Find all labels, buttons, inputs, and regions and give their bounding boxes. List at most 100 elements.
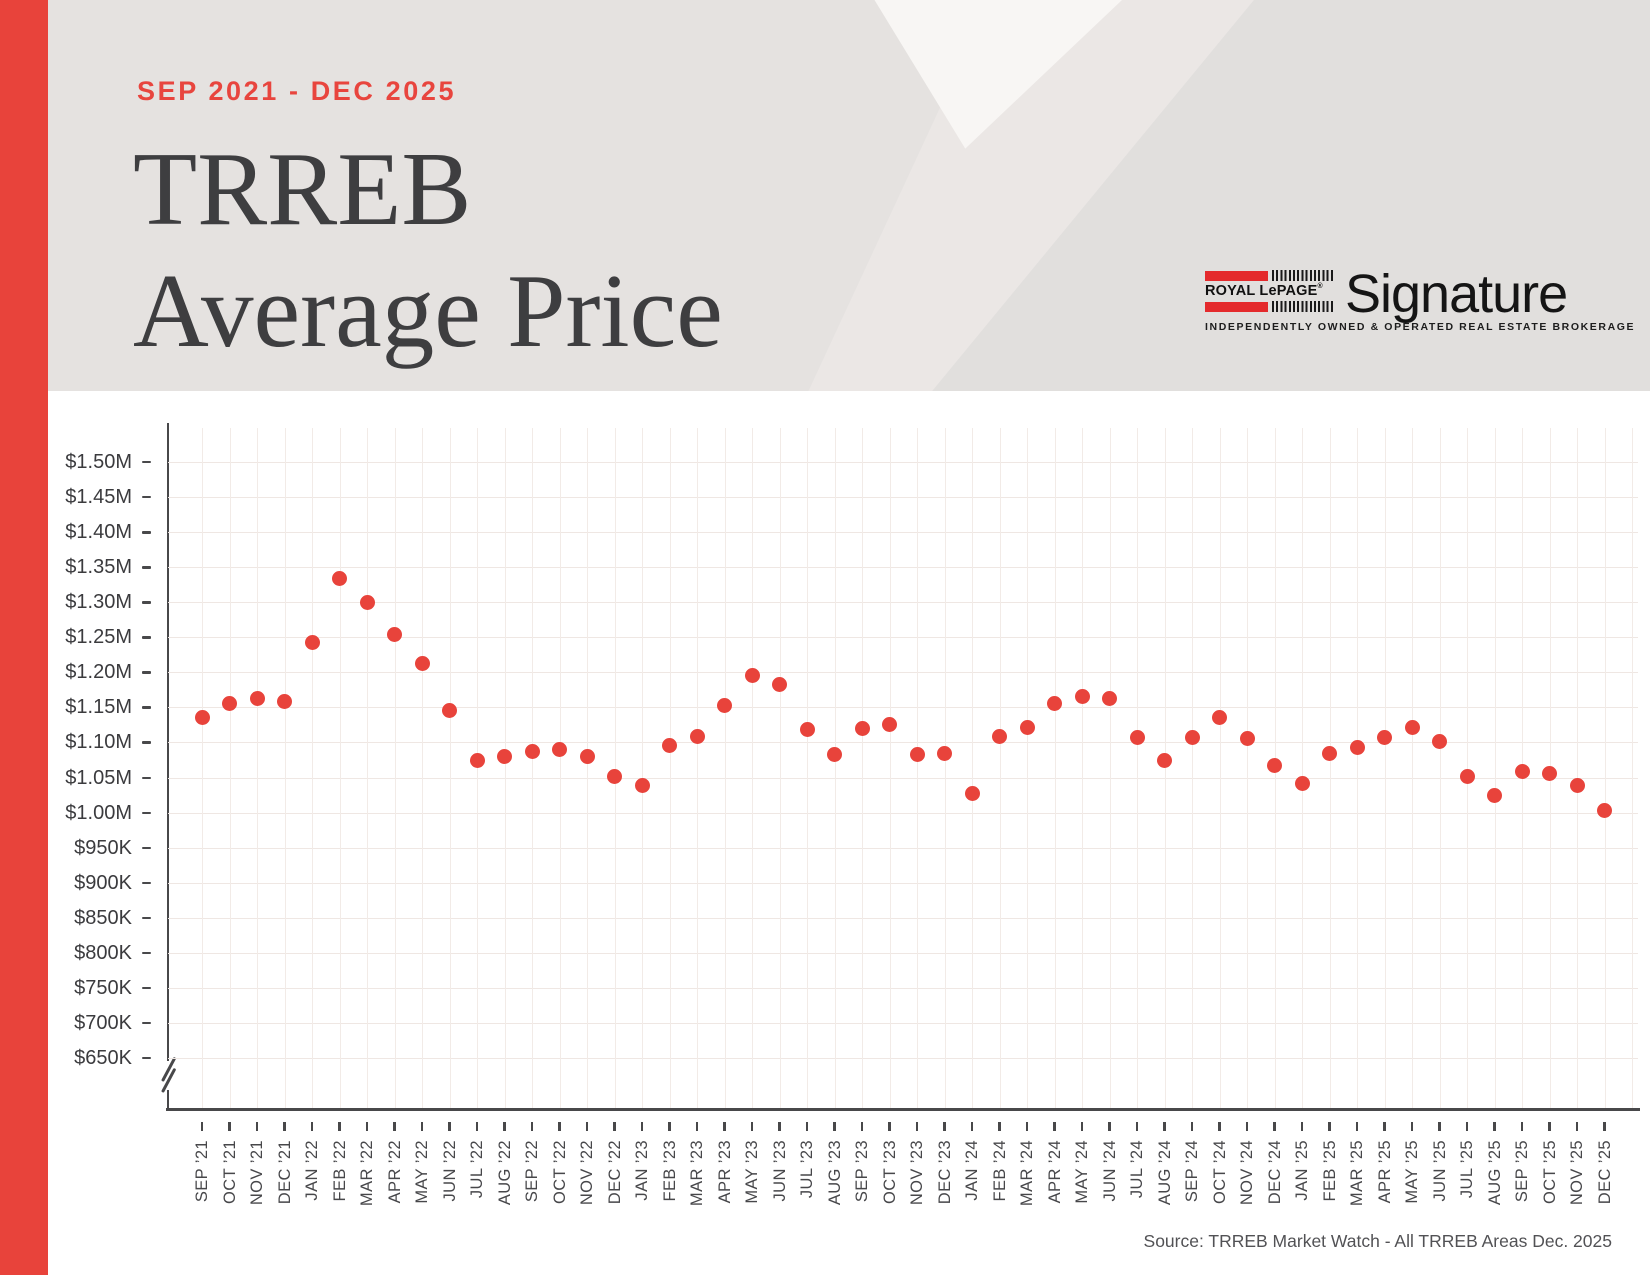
x-tick-mark	[530, 1122, 534, 1131]
x-tick-label: JUN ’24	[1100, 1140, 1120, 1220]
x-tick-label: DEC ’24	[1265, 1140, 1285, 1220]
x-tick-label: AUG ’22	[495, 1140, 515, 1220]
x-tick-label-text: MAY ’24	[1073, 1140, 1091, 1204]
x-tick-label-text: JUL ’24	[1128, 1140, 1146, 1199]
data-point	[882, 716, 897, 732]
x-tick-label: APR ’24	[1045, 1140, 1065, 1220]
x-gridline	[752, 428, 753, 1108]
y-axis-line	[166, 423, 169, 1062]
y-tick-label: $750K	[74, 976, 132, 999]
x-gridline	[834, 428, 836, 1108]
x-gridline	[614, 428, 616, 1108]
x-gridline	[1384, 428, 1386, 1108]
x-tick-label-text: MAR ’24	[1018, 1140, 1036, 1207]
x-tick-mark	[1080, 1122, 1084, 1131]
x-tick-label: MAY ’23	[742, 1140, 762, 1220]
data-point	[469, 752, 485, 768]
x-tick-label: FEB ’22	[330, 1140, 350, 1220]
data-point	[1129, 730, 1145, 746]
data-point	[1267, 757, 1282, 773]
x-tick-label-text: FEB ’22	[330, 1140, 349, 1202]
x-gridline	[999, 428, 1001, 1108]
x-tick-mark	[228, 1122, 231, 1131]
y-tick-mark	[142, 1057, 151, 1060]
x-tick-mark	[668, 1122, 671, 1131]
x-tick-label: DEC ’25	[1595, 1140, 1615, 1220]
y-tick-mark	[142, 566, 151, 569]
data-point	[1514, 763, 1530, 779]
x-gridline	[1494, 428, 1496, 1108]
y-tick-label: $1.30M	[65, 591, 132, 614]
left-accent-bar	[0, 0, 48, 1275]
x-tick-mark	[420, 1122, 424, 1131]
header-background-shapes	[0, 0, 1650, 391]
x-tick-label: NOV ’21	[247, 1140, 267, 1220]
x-gridline	[889, 428, 891, 1108]
x-tick-mark	[805, 1122, 809, 1131]
y-tick-mark	[142, 671, 151, 674]
data-point	[1487, 787, 1502, 803]
x-gridline	[972, 428, 973, 1108]
x-gridline	[944, 428, 946, 1108]
x-tick-label-text: MAR ’22	[358, 1140, 376, 1207]
x-tick-label: OCT ’23	[880, 1140, 900, 1220]
x-tick-label: APR ’25	[1375, 1140, 1395, 1220]
x-tick-label-text: JUL ’25	[1458, 1140, 1476, 1199]
y-tick-label: $800K	[74, 941, 132, 964]
x-gridline	[1247, 428, 1248, 1108]
data-point	[249, 690, 265, 706]
x-tick-mark	[1383, 1122, 1386, 1131]
logo-top-bar	[1205, 270, 1335, 281]
x-gridline	[1054, 428, 1056, 1108]
x-axis-line	[166, 1108, 1640, 1111]
x-gridline	[807, 428, 808, 1108]
x-gridline	[1137, 428, 1138, 1108]
data-point	[1239, 730, 1255, 746]
x-tick-label-text: MAY ’22	[413, 1140, 431, 1204]
x-tick-label: JUN ’23	[770, 1140, 790, 1220]
y-tick-label: $650K	[74, 1047, 132, 1070]
x-tick-mark	[503, 1122, 506, 1131]
y-gridline	[168, 567, 1638, 569]
header: SEP 2021 - DEC 2025 TRREB Average Price …	[0, 0, 1650, 391]
x-tick-label-text: NOV ’22	[578, 1140, 596, 1206]
x-tick-mark	[970, 1122, 974, 1131]
x-tick-label: NOV ’25	[1567, 1140, 1587, 1220]
data-point	[414, 655, 430, 671]
x-gridline	[559, 428, 561, 1108]
x-tick-mark	[860, 1122, 864, 1131]
y-gridline	[168, 882, 1638, 884]
x-gridline	[257, 428, 258, 1108]
x-tick-mark	[1575, 1122, 1579, 1131]
x-gridline	[1329, 428, 1331, 1108]
x-tick-label: APR ’23	[715, 1140, 735, 1220]
data-point	[1404, 720, 1420, 736]
data-point	[662, 738, 677, 754]
data-point	[607, 769, 622, 785]
y-gridline	[168, 602, 1638, 604]
x-tick-label-text: AUG ’25	[1485, 1140, 1504, 1206]
data-point	[1349, 739, 1365, 755]
x-tick-mark	[255, 1122, 259, 1131]
x-tick-label-text: APR ’25	[1375, 1140, 1394, 1204]
data-point	[634, 777, 650, 793]
x-tick-mark	[1300, 1122, 1304, 1131]
x-gridline	[1467, 428, 1468, 1108]
x-gridline	[587, 428, 588, 1108]
x-tick-label: DEC ’23	[935, 1140, 955, 1220]
data-point	[717, 697, 732, 713]
logo-brand-label: ROYAL LePAGE	[1205, 283, 1318, 299]
x-gridline	[1109, 428, 1111, 1108]
x-gridline	[394, 428, 396, 1108]
data-point	[497, 749, 512, 765]
x-tick-label-text: DEC ’24	[1265, 1140, 1284, 1205]
x-tick-label-text: MAR ’23	[688, 1140, 706, 1207]
data-point	[772, 677, 787, 693]
y-gridline	[168, 812, 1638, 814]
x-tick-mark	[1218, 1122, 1221, 1131]
x-gridline	[724, 428, 726, 1108]
x-tick-label-text: OCT ’24	[1210, 1140, 1229, 1204]
x-tick-mark	[200, 1122, 204, 1131]
